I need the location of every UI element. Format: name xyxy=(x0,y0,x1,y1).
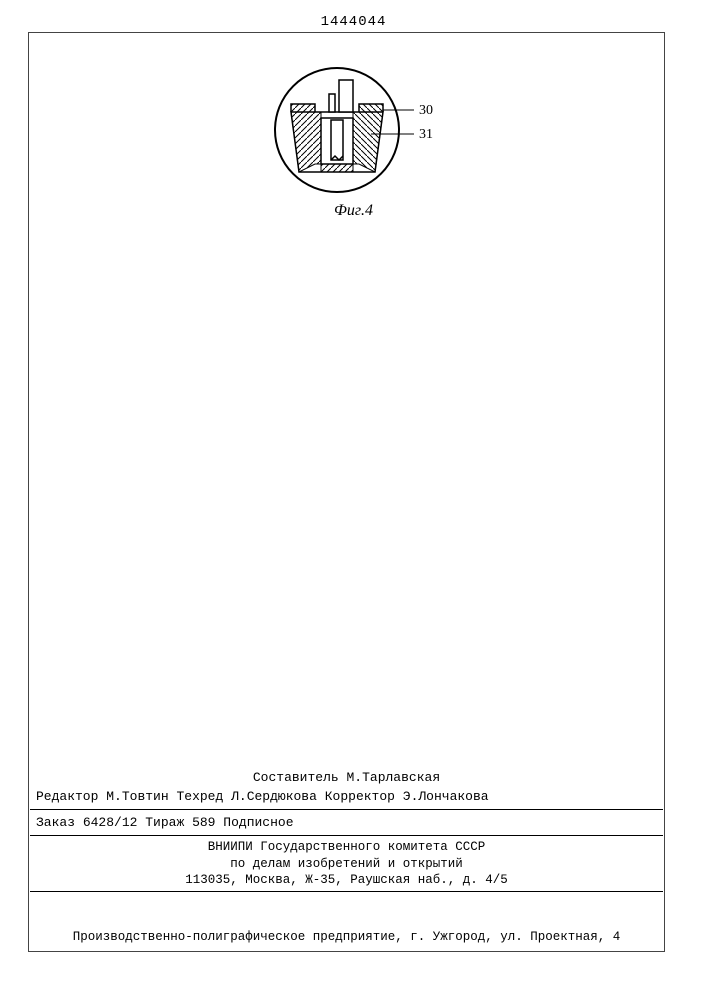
print-run: Тираж 589 xyxy=(145,815,223,830)
techred: Техред Л.Сердюкова xyxy=(176,789,324,804)
divider xyxy=(30,809,663,810)
printer-line: Производственно-полиграфическое предприя… xyxy=(30,930,663,944)
editor: Редактор М.Товтин xyxy=(36,789,176,804)
figure-4: 30 31 Фиг.4 xyxy=(0,60,707,220)
credits-block: Составитель М.Тарлавская Редактор М.Товт… xyxy=(30,768,663,895)
divider-3 xyxy=(30,891,663,892)
figure-svg: 30 31 xyxy=(259,60,449,200)
callout-30: 30 xyxy=(419,103,433,118)
corrector: Корректор Э.Лончакова xyxy=(325,789,489,804)
figure-caption: Фиг.4 xyxy=(259,202,449,220)
imprint: ВНИИПИ Государственного комитета СССР по… xyxy=(30,839,663,888)
order: Заказ 6428/12 xyxy=(36,815,145,830)
patent-number: 1444044 xyxy=(0,14,707,30)
composer: Составитель М.Тарлавская xyxy=(253,770,440,785)
divider-2 xyxy=(30,835,663,836)
callout-31: 31 xyxy=(419,127,433,142)
frame-bottom xyxy=(28,951,665,952)
frame-top xyxy=(28,32,665,33)
subscription: Подписное xyxy=(223,815,293,830)
